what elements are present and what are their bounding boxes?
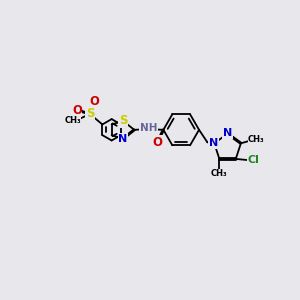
Text: S: S	[119, 114, 128, 127]
Text: N: N	[223, 128, 232, 138]
Text: O: O	[152, 136, 162, 149]
Text: Cl: Cl	[248, 155, 260, 165]
Text: N: N	[143, 124, 152, 134]
Text: CH₃: CH₃	[248, 135, 265, 144]
Text: CH₃: CH₃	[211, 169, 228, 178]
Text: O: O	[89, 95, 99, 108]
Text: H: H	[145, 124, 154, 134]
Text: S: S	[86, 107, 94, 120]
Text: N: N	[209, 138, 218, 148]
Text: CH₃: CH₃	[64, 116, 81, 125]
Text: O: O	[72, 104, 82, 117]
Text: NH: NH	[140, 123, 158, 133]
Text: N: N	[118, 134, 128, 144]
